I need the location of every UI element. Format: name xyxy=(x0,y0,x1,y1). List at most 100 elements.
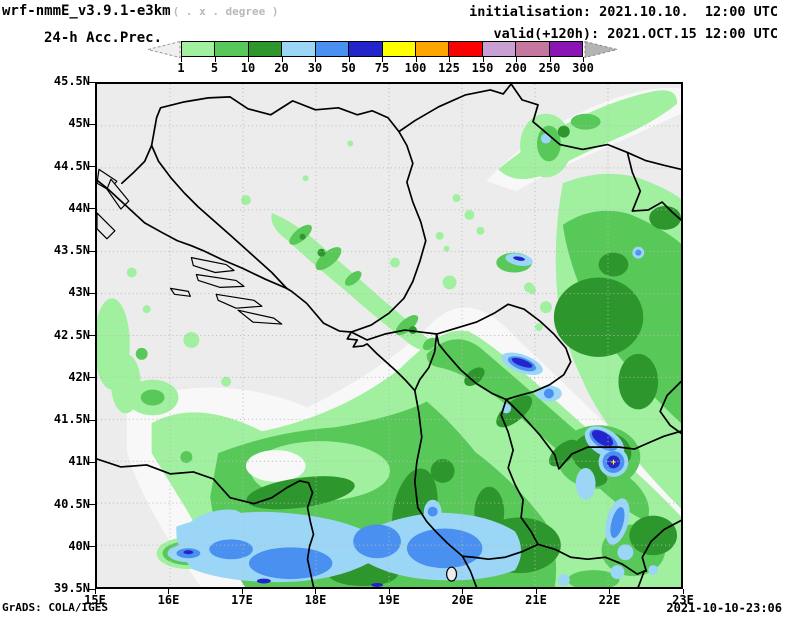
lat-tick xyxy=(89,504,95,505)
lat-tick xyxy=(89,461,95,463)
lat-tick xyxy=(89,588,95,590)
grid-layer xyxy=(97,84,681,587)
model-title-line: wrf-nmmE_v3.9.1-e3km( . x . degree ) xyxy=(2,3,279,19)
lat-tick xyxy=(89,419,95,421)
borders-layer xyxy=(97,84,681,587)
colorbar-tick-label: 125 xyxy=(438,61,460,75)
colorbar-segment xyxy=(215,42,249,56)
lon-tick xyxy=(609,589,610,594)
lat-tick xyxy=(89,377,95,379)
colorbar-segment xyxy=(482,42,517,56)
colorbar-tick-label: 75 xyxy=(374,61,390,75)
lon-label: 19E xyxy=(378,593,400,607)
colorbar-segments xyxy=(181,41,583,57)
colorbar-tick-label: 50 xyxy=(341,61,356,75)
lon-label: 22E xyxy=(598,593,621,607)
colorbar-segment xyxy=(315,42,350,56)
initialisation-line: initialisation: 2021.10.10. 12:00 UTC xyxy=(469,4,778,20)
lat-tick xyxy=(89,166,95,167)
colorbar-tick-label: 150 xyxy=(471,61,494,75)
colorbar-segment xyxy=(282,42,316,56)
lon-tick xyxy=(388,589,390,594)
colorbar-tick xyxy=(583,57,584,62)
model-title: wrf-nmmE_v3.9.1-e3km xyxy=(2,3,171,19)
precip-layer xyxy=(97,87,681,587)
colorbar-segment xyxy=(382,42,416,56)
colorbar-segment xyxy=(449,42,483,56)
colorbar-overflow-arrow xyxy=(584,41,618,58)
lon-tick xyxy=(535,589,537,594)
lon-label: 18E xyxy=(304,593,327,607)
colorbar-segment xyxy=(549,42,583,56)
colorbar-tick-label: 1 xyxy=(177,61,185,75)
lon-label: 16E xyxy=(157,593,180,607)
lon-tick xyxy=(241,589,243,594)
lon-tick xyxy=(462,589,463,594)
colorbar: 1 5 10 20 30 50 75 100 125 150 200 250 300 xyxy=(177,41,594,81)
product-title: 24-h Acc.Prec. xyxy=(44,30,163,46)
colorbar-tick xyxy=(214,57,216,62)
lat-label: 44.5N xyxy=(53,158,90,173)
colorbar-segment xyxy=(349,42,383,56)
lat-label: 40.5N xyxy=(53,496,90,511)
lat-tick xyxy=(89,123,95,125)
colorbar-tick-label: 30 xyxy=(307,61,323,75)
colorbar-tick xyxy=(482,57,484,62)
colorbar-tick xyxy=(281,57,283,62)
colorbar-segment xyxy=(248,42,283,56)
colorbar-tick xyxy=(348,57,350,62)
colorbar-underflow-arrow xyxy=(147,41,181,58)
colorbar-segment xyxy=(182,42,216,56)
lat-label: 43N xyxy=(68,285,90,300)
map-svg: + xyxy=(97,84,681,587)
lat-label: 45.5N xyxy=(53,74,90,88)
lat-tick xyxy=(89,292,95,294)
lon-label: 23E xyxy=(672,593,694,607)
colorbar-tick-label: 200 xyxy=(505,61,527,75)
model-subtitle: ( . x . degree ) xyxy=(172,5,279,18)
colorbar-tick-label: 5 xyxy=(210,61,219,75)
colorbar-tick xyxy=(516,57,517,62)
lon-label: 17E xyxy=(231,593,253,607)
lat-label: 44N xyxy=(68,200,90,215)
lat-tick xyxy=(89,250,95,252)
lat-label: 40N xyxy=(68,538,90,553)
colorbar-tick xyxy=(181,57,182,62)
lat-label: 39.5N xyxy=(53,581,90,595)
lat-tick xyxy=(89,81,95,83)
colorbar-tick xyxy=(415,57,417,62)
lon-label: 15E xyxy=(84,593,106,607)
lon-label: 20E xyxy=(451,593,474,607)
lat-label: 43.5N xyxy=(53,243,90,257)
lon-tick xyxy=(168,589,169,594)
lat-label: 41N xyxy=(68,454,90,469)
lon-tick xyxy=(315,589,316,594)
colorbar-tick-label: 20 xyxy=(274,61,289,75)
colorbar-tick xyxy=(449,57,450,62)
colorbar-tick xyxy=(248,57,249,62)
creation-timestamp: 2021-10-10-23:06 xyxy=(666,601,782,615)
map-canvas: + xyxy=(95,82,683,589)
lat-label: 41.5N xyxy=(53,412,90,426)
colorbar-tick-label: 10 xyxy=(240,61,256,75)
colorbar-tick xyxy=(315,57,316,62)
colorbar-tick xyxy=(382,57,383,62)
lat-label: 45N xyxy=(68,116,90,131)
colorbar-segment xyxy=(415,42,450,56)
lat-tick xyxy=(89,335,95,336)
lat-label: 42N xyxy=(68,369,90,384)
lat-tick xyxy=(89,546,95,548)
colorbar-segment xyxy=(516,42,550,56)
lon-tick xyxy=(94,589,96,594)
colorbar-tick xyxy=(549,57,551,62)
lat-tick xyxy=(89,208,95,210)
overflow-arrow-shape xyxy=(584,41,618,58)
colorbar-tick-label: 100 xyxy=(404,61,427,75)
underflow-arrow-shape xyxy=(147,41,181,58)
lat-label: 42.5N xyxy=(53,327,90,342)
colorbar-tick-label: 250 xyxy=(538,61,561,75)
colorbar-tick-label: 300 xyxy=(572,61,594,75)
grads-credit: GrADS: COLA/IGES xyxy=(2,601,108,614)
max-precip-marker: + xyxy=(611,458,617,468)
